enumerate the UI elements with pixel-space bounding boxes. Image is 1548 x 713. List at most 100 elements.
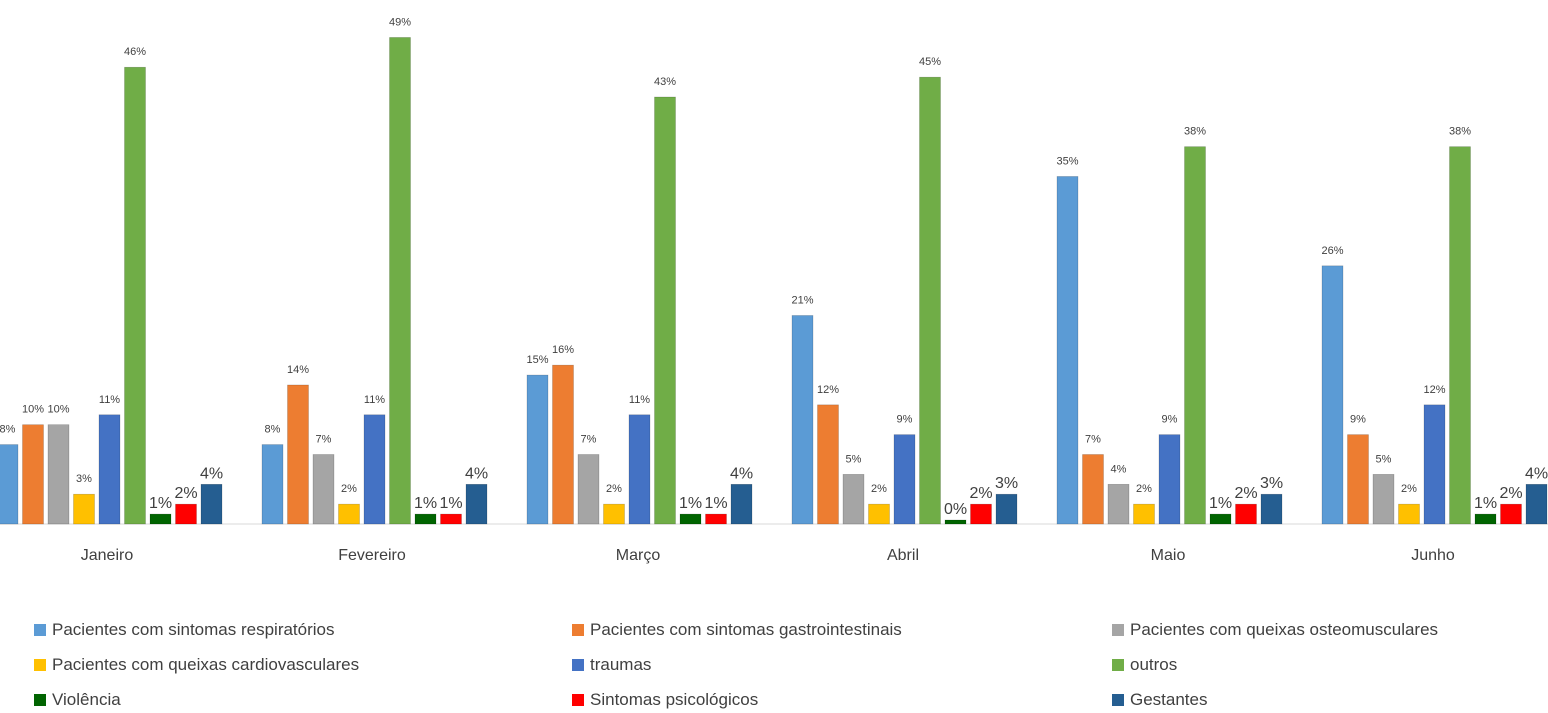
bar-0-0 [0,444,19,525]
legend-swatch [572,659,584,671]
legend-swatch [572,624,584,636]
bar-3-7 [970,503,992,525]
bar-5-4 [1423,404,1446,525]
legend-label: outros [1130,655,1178,674]
bar-1-5 [389,37,411,525]
data-label-0-5: 46% [124,46,146,58]
bar-4-4 [1158,434,1181,525]
legend-label: Pacientes com queixas cardiovasculares [52,655,360,674]
bar-2-0 [526,374,549,525]
category-label-0: Janeiro [81,547,134,564]
bar-3-0 [791,315,814,525]
bar-5-0 [1321,265,1344,525]
bar-3-2 [842,474,865,525]
legend-item-1: Pacientes com sintomas gastrointestinais [572,620,902,640]
data-label-5-8: 4% [1525,465,1548,482]
data-label-4-3: 2% [1136,483,1152,495]
legend-item-2: Pacientes com queixas osteomusculares [1112,620,1438,640]
data-label-3-1: 12% [817,384,839,396]
data-label-2-1: 16% [552,344,574,356]
category-label-4: Maio [1151,547,1186,564]
data-label-0-8: 4% [200,465,223,482]
bar-3-4 [893,434,916,525]
bar-5-1 [1347,434,1369,525]
data-label-4-5: 38% [1184,126,1206,138]
bar-1-2 [312,454,335,525]
legend-item-6: Violência [34,690,121,710]
category-label-5: Junho [1411,547,1455,564]
legend-label: Gestantes [1130,690,1208,709]
bar-0-8 [200,483,223,525]
data-label-4-2: 4% [1111,463,1127,475]
legend-swatch [1112,659,1124,671]
category-labels-group: Janeiro Fevereiro Março Abril Maio Junho [81,547,1455,564]
bar-2-2 [577,454,600,525]
data-label-1-6: 1% [414,495,437,512]
bar-1-1 [287,384,309,525]
bar-4-7 [1235,503,1257,525]
legend-label: Pacientes com sintomas respiratórios [52,620,335,639]
data-label-1-2: 7% [316,433,332,445]
legend-label: Pacientes com queixas osteomusculares [1130,620,1439,639]
data-label-3-6: 0% [944,501,967,518]
data-label-5-2: 5% [1376,453,1392,465]
bar-2-6 [679,513,702,525]
data-label-1-7: 1% [439,495,462,512]
data-label-0-6: 1% [149,495,172,512]
bar-4-1 [1082,454,1104,525]
bar-1-6 [414,513,437,525]
legend-item-8: Gestantes [1112,690,1208,710]
bar-1-0 [261,444,284,525]
bar-2-8 [730,483,753,525]
bar-5-2 [1372,474,1395,525]
data-label-0-3: 3% [76,473,92,485]
bar-2-1 [552,364,574,525]
legend-swatch [34,694,46,706]
bar-5-5 [1449,146,1471,525]
bar-3-1 [817,404,839,525]
data-label-5-4: 12% [1423,384,1445,396]
bar-1-4 [363,414,386,525]
data-label-1-5: 49% [389,16,411,28]
bar-1-3 [338,503,360,525]
data-label-5-0: 26% [1321,245,1343,257]
data-labels-group: 8%10% 10%3%11%46%1%2%4%8%14%7%2%11%49%1% 1… [0,16,1548,518]
bar-1-8 [465,483,488,525]
data-label-2-3: 2% [606,483,622,495]
data-label-4-6: 1% [1209,495,1232,512]
legend-item-0: Pacientes com sintomas respiratórios [34,620,335,640]
legend-item-5: outros [1112,655,1177,675]
bar-4-2 [1107,483,1130,525]
legend-label: Sintomas psicológicos [590,690,759,709]
bar-2-4 [628,414,651,525]
data-label-3-7: 2% [969,485,992,502]
data-label-2-0: 15% [526,354,548,366]
legend-item-7: Sintomas psicológicos [572,690,758,710]
data-label-0-7: 2% [174,485,197,502]
bar-4-8 [1260,493,1283,525]
legend-label: traumas [590,655,652,674]
data-label-3-3: 2% [871,483,887,495]
data-label-4-0: 35% [1056,155,1078,167]
bar-4-6 [1209,513,1232,525]
data-label-0-2: 10% [47,404,69,416]
category-label-2: Março [616,547,661,564]
data-label-3-8: 3% [995,475,1018,492]
bar-0-3 [73,493,95,525]
legend-swatch [34,659,46,671]
bar-0-4 [98,414,121,525]
legend-swatch [1112,624,1124,636]
data-label-3-4: 9% [897,414,913,426]
data-label-5-5: 38% [1449,126,1471,138]
bar-1-7 [440,513,462,525]
data-label-2-6: 1% [679,495,702,512]
data-label-3-5: 45% [919,56,941,68]
data-label-4-7: 2% [1234,485,1257,502]
bar-0-5 [124,66,146,525]
data-label-1-3: 2% [341,483,357,495]
data-label-4-8: 3% [1260,475,1283,492]
data-label-0-0: 8% [0,424,16,436]
data-label-5-3: 2% [1401,483,1417,495]
legend-swatch [34,624,46,636]
bar-3-8 [995,493,1018,525]
